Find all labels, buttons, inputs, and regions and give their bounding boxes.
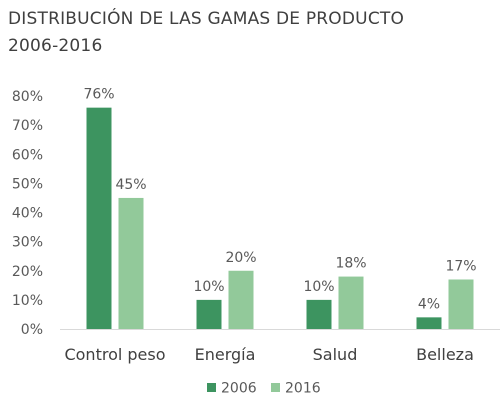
bar-2006-0 bbox=[86, 107, 112, 330]
bar-2016-3 bbox=[448, 279, 474, 329]
y-axis: 0% 10% 20% 30% 40% 50% 60% 70% 80% bbox=[12, 89, 43, 338]
y-tick-label: 50% bbox=[12, 176, 43, 192]
category-label: Belleza bbox=[416, 345, 474, 364]
legend-swatch bbox=[207, 383, 216, 392]
y-tick-label: 40% bbox=[12, 206, 43, 222]
y-tick-label: 20% bbox=[12, 264, 43, 280]
bar-2016-1 bbox=[228, 270, 254, 329]
data-label: 18% bbox=[335, 256, 366, 272]
legend-label: 2006 bbox=[221, 381, 257, 397]
y-tick-label: 0% bbox=[21, 322, 43, 338]
y-tick-label: 30% bbox=[12, 235, 43, 251]
data-label: 76% bbox=[83, 87, 114, 103]
legend: 2006 2016 bbox=[207, 381, 321, 397]
y-tick-label: 80% bbox=[12, 89, 43, 105]
data-label: 17% bbox=[445, 258, 476, 274]
y-tick-label: 60% bbox=[12, 147, 43, 163]
legend-swatch bbox=[271, 383, 280, 392]
bar-2006-2 bbox=[306, 299, 332, 329]
category-label: Control peso bbox=[64, 345, 165, 364]
bar-2016-2 bbox=[338, 276, 364, 329]
data-label: 45% bbox=[115, 177, 146, 193]
y-tick-label: 10% bbox=[12, 293, 43, 309]
chart-title: DISTRIBUCIÓN DE LAS GAMAS DE PRODUCTO 20… bbox=[8, 6, 488, 60]
category-label: Salud bbox=[313, 345, 358, 364]
category-label: Energía bbox=[195, 345, 256, 364]
data-label: 4% bbox=[418, 296, 440, 312]
bars bbox=[86, 107, 474, 330]
bar-2006-1 bbox=[196, 299, 222, 329]
data-label: 10% bbox=[193, 279, 224, 295]
bar-2006-3 bbox=[416, 317, 442, 329]
legend-label: 2016 bbox=[285, 381, 321, 397]
data-label: 10% bbox=[303, 279, 334, 295]
chart-title-line-2: 2006-2016 bbox=[8, 36, 103, 56]
y-tick-label: 70% bbox=[12, 118, 43, 134]
category-labels: Control peso Energía Salud Belleza bbox=[64, 345, 473, 364]
bar-2016-0 bbox=[118, 197, 144, 329]
chart-title-line-1: DISTRIBUCIÓN DE LAS GAMAS DE PRODUCTO bbox=[8, 9, 405, 29]
data-label: 20% bbox=[225, 250, 256, 266]
data-labels: 76%45%10%20%10%18%4%17% bbox=[83, 87, 476, 313]
